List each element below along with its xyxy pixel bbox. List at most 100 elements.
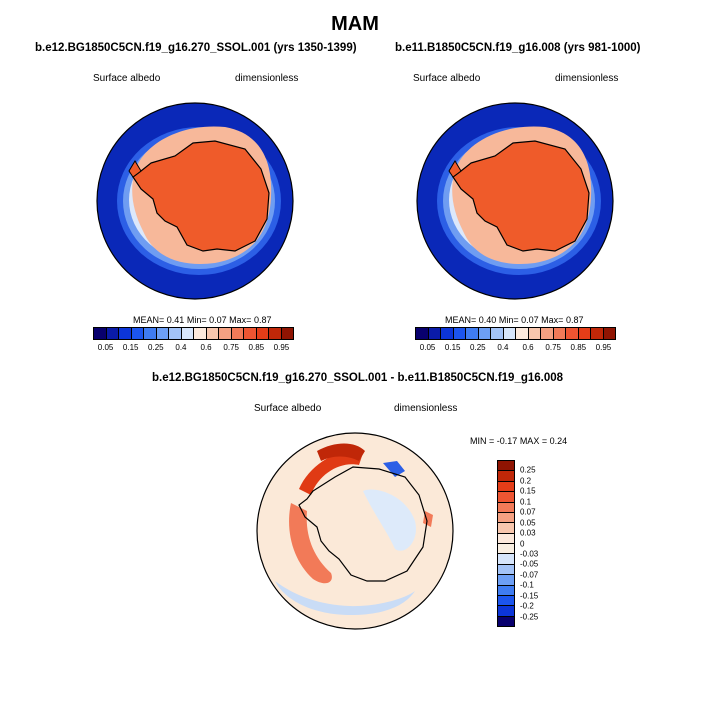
colorbar-swatch [119,328,132,339]
colorbar-swatch [206,328,219,339]
colorbar-swatch [244,328,257,339]
colorbar-tick-label: 0.95 [595,343,612,352]
right-panel-variable: Surface albedo [413,73,481,84]
diff-max-value: 0.24 [549,436,568,446]
diff-stats: MIN = -0.17 MAX = 0.24 [470,436,567,446]
colorbar-swatch [416,328,429,339]
colorbar-tick-label: -0.25 [520,612,539,622]
antarctica [452,140,590,252]
colorbar-swatch [131,328,144,339]
antarctica-outline [298,466,428,582]
colorbar-swatch [478,328,491,339]
colorbar-tick-label: 0.25 [520,465,536,475]
negative-anomaly [275,581,415,616]
colorbar-tick-label: 0.6 [522,343,534,352]
colorbar-swatch [498,502,514,513]
right-colorbar [415,327,616,340]
colorbar-swatch [498,616,514,626]
colorbar-swatch [281,328,293,339]
colorbar-tick-label: 0 [520,539,525,548]
strong-negative-anomaly [383,461,405,477]
colorbar-tick-label: 0.05 [419,343,436,352]
left-panel-variable: Surface albedo [93,73,161,84]
colorbar-tick-label: 0.05 [97,343,114,352]
left-mean-value: 0.41 [166,315,185,325]
colorbar-swatch [219,328,232,339]
colorbar-swatch [498,471,514,482]
colorbar-swatch [553,328,566,339]
left-panel-title: b.e12.BG1850C5CN.f19_g16.270_SSOL.001 (y… [35,42,357,54]
colorbar-tick-label: -0.07 [520,570,539,580]
colorbar-tick-label: 0.4 [497,343,509,352]
colorbar-swatch [566,328,579,339]
left-max-value: 0.87 [253,315,272,325]
left-mean-label: MEAN= [133,315,165,325]
colorbar-swatch [498,585,514,596]
colorbar-tick-label: 0.2 [520,476,532,486]
colorbar-tick-label: 0.05 [520,518,536,528]
right-min-label: Min= [498,315,519,325]
colorbar-swatch [156,328,169,339]
colorbar-tick-label: 0.85 [570,343,587,352]
colorbar-tick-label: 0.15 [444,343,461,352]
colorbar-swatch [491,328,504,339]
colorbar-swatch [603,328,615,339]
right-panel-title: b.e11.B1850C5CN.f19_g16.008 (yrs 981-100… [395,42,641,54]
diff-max-label: MAX = [519,436,548,446]
colorbar-swatch [578,328,591,339]
colorbar-tick-label: 0.15 [122,343,139,352]
colorbar-tick-label: 0.03 [520,528,536,538]
colorbar-swatch [498,575,514,586]
left-colorbar [93,327,294,340]
colorbar-swatch [503,328,516,339]
left-polar-map [96,102,294,300]
colorbar-swatch [541,328,554,339]
antarctic-peninsula [448,160,462,178]
colorbar-tick-label: 0.6 [200,343,212,352]
colorbar-swatch [528,328,541,339]
diff-panel-variable: Surface albedo [254,403,322,414]
colorbar-swatch [194,328,207,339]
diff-colorbar [497,460,515,627]
map-border [416,102,614,300]
colorbar-swatch [498,523,514,534]
map-border [256,432,454,630]
left-stats: MEAN= 0.41 Min= 0.07 Max= 0.87 [133,315,271,325]
diff-panel-units: dimensionless [394,403,458,414]
colorbar-tick-label: -0.15 [520,591,539,601]
difference-polar-map [256,432,454,630]
colorbar-tick-label: -0.1 [520,580,534,590]
colorbar-swatch [498,533,514,544]
colorbar-swatch [516,328,529,339]
colorbar-tick-label: 0.25 [148,343,164,352]
colorbar-tick-label: 0.75 [545,343,561,352]
diff-panel-title: b.e12.BG1850C5CN.f19_g16.270_SSOL.001 - … [152,372,564,384]
colorbar-tick-label: -0.2 [520,601,534,611]
right-colorbar-labels: 0.05 0.15 0.25 0.4 0.6 0.75 0.85 0.95 [415,343,616,353]
colorbar-tick-label: 0.25 [470,343,486,352]
colorbar-tick-label: 0.95 [273,343,290,352]
left-max-label: Max= [229,315,252,325]
negative-anomaly-interior [363,489,416,551]
colorbar-tick-label: 0.85 [248,343,265,352]
map-border [96,102,294,300]
colorbar-swatch [269,328,282,339]
colorbar-swatch [498,481,514,493]
right-panel-units: dimensionless [555,73,619,84]
colorbar-swatch [231,328,244,339]
colorbar-tick-label: 0.07 [520,507,536,517]
colorbar-tick-label: 0.15 [520,486,536,496]
colorbar-swatch [498,564,514,576]
colorbar-swatch [466,328,479,339]
colorbar-swatch [169,328,182,339]
season-title: MAM [331,13,379,35]
right-mean-value: 0.40 [478,315,497,325]
colorbar-tick-label: -0.05 [520,559,539,569]
right-mean-label: MEAN= [445,315,477,325]
colorbar-swatch [498,595,514,607]
left-min-label: Min= [186,315,207,325]
right-stats: MEAN= 0.40 Min= 0.07 Max= 0.87 [445,315,583,325]
colorbar-swatch [181,328,194,339]
positive-anomaly-west [289,503,332,584]
positive-anomaly-north [299,450,363,495]
